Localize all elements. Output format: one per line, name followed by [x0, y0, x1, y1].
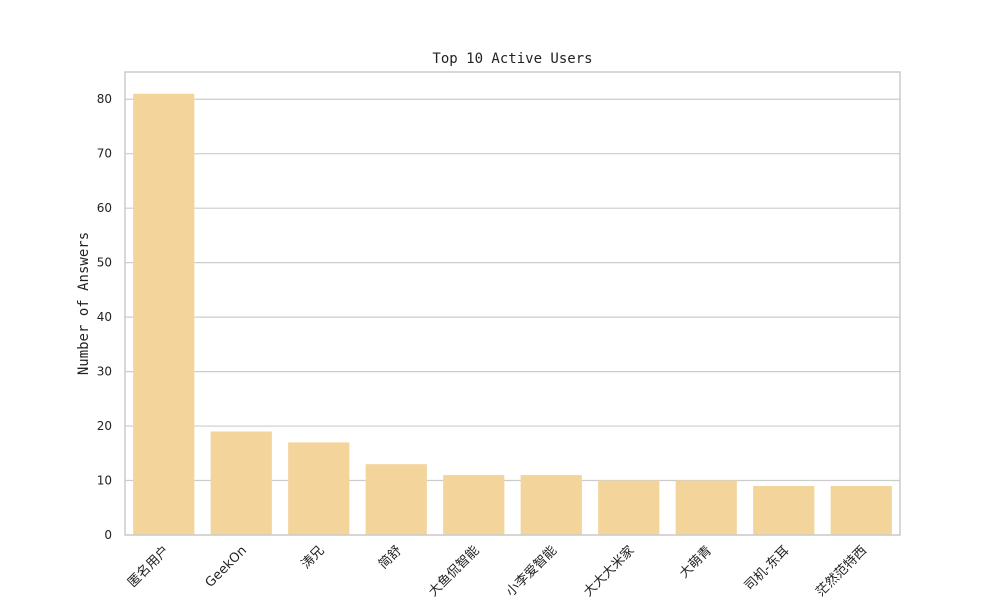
bar [365, 464, 427, 535]
bar [675, 480, 737, 535]
x-tick-label: 大萌青 [677, 543, 715, 581]
bar [443, 475, 505, 535]
x-tick-label: 小李爱智能 [503, 543, 560, 600]
bar [288, 442, 350, 535]
plot-frame [124, 71, 901, 536]
y-tick-label: 0 [104, 528, 112, 542]
x-axis-ticks: 匿名用户 GeekOn 涛兄 简舒 大鱼侃智能 小李爱智能 大大大米家 大萌青 司机-东耳 茫然范… [124, 543, 870, 600]
x-tick-label: 匿名用户 [124, 543, 172, 591]
y-tick-label: 70 [97, 147, 112, 161]
y-tick-label: 20 [97, 419, 112, 433]
y-tick-label: 30 [97, 365, 112, 379]
x-tick-label: GeekOn [203, 543, 250, 590]
x-tick-label: 大鱼侃智能 [425, 543, 482, 600]
bar [210, 431, 272, 535]
x-tick-label: 涛兄 [298, 543, 328, 573]
y-tick-label: 40 [97, 310, 112, 324]
bar [598, 480, 660, 535]
x-tick-label: 简舒 [375, 543, 405, 573]
x-tick-label: 司机-东耳 [742, 543, 793, 594]
y-tick-label: 50 [97, 256, 112, 270]
bar [753, 485, 815, 535]
y-axis-label: Number of Answers [76, 232, 92, 375]
bar [133, 93, 195, 535]
y-tick-label: 10 [97, 474, 112, 488]
x-tick-label: 茫然范特西 [813, 543, 870, 600]
chart-title: Top 10 Active Users [432, 51, 592, 67]
y-axis-ticks: 0 10 20 30 40 50 60 70 80 [97, 92, 112, 542]
y-tick-label: 80 [97, 92, 112, 106]
x-tick-label: 大大大米家 [580, 543, 637, 600]
bar [830, 485, 892, 535]
bars [133, 93, 892, 535]
y-tick-label: 60 [97, 201, 112, 215]
bar [520, 475, 582, 535]
